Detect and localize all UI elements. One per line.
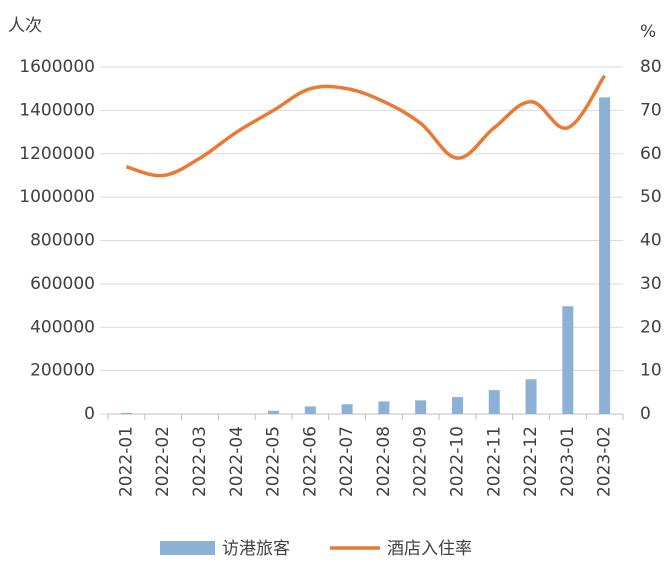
y2-tick-label: 20 (640, 317, 662, 337)
y2-tick-label: 10 (640, 361, 662, 381)
x-tick-label: 2023-02 (595, 426, 615, 497)
y-tick-label: 400000 (30, 317, 95, 337)
x-tick-label: 2022-04 (227, 426, 247, 497)
y2-axis-title: % (640, 22, 656, 42)
y2-tick-label: 80 (640, 57, 662, 77)
legend-swatch (160, 541, 215, 555)
bar (268, 410, 280, 414)
y2-tick-label: 40 (640, 231, 662, 251)
legend-label: 酒店入住率 (387, 539, 472, 559)
bar (120, 412, 132, 414)
y2-tick-label: 0 (640, 404, 651, 424)
x-tick-label: 2022-05 (264, 426, 284, 497)
y2-tick-label: 60 (640, 144, 662, 164)
legend-label: 访港旅客 (222, 539, 290, 559)
line (125, 74, 607, 178)
y-tick-label: 800000 (30, 231, 95, 251)
bar (488, 390, 500, 414)
x-tick-label: 2022-08 (374, 426, 394, 497)
bar (451, 397, 463, 414)
y-tick-label: 0 (84, 404, 95, 424)
y-tick-label: 1200000 (19, 144, 95, 164)
y-tick-label: 600000 (30, 274, 95, 294)
y2-tick-label: 30 (640, 274, 662, 294)
bar (562, 306, 574, 414)
x-tick-label: 2023-01 (558, 426, 578, 497)
x-tick-label: 2022-01 (116, 426, 136, 497)
y-axis-title: 人次 (8, 16, 42, 36)
y-tick-label: 200000 (30, 361, 95, 381)
x-tick-label: 2022-03 (190, 426, 210, 497)
y-tick-label: 1400000 (19, 100, 95, 120)
x-tick-label: 2022-11 (484, 426, 504, 497)
x-tick-label: 2022-10 (447, 426, 467, 497)
x-tick-label: 2022-06 (300, 426, 320, 497)
x-tick-label: 2022-07 (337, 426, 357, 497)
bar (341, 404, 353, 414)
bar (415, 400, 427, 414)
bar (378, 401, 390, 414)
y-tick-label: 1600000 (19, 57, 95, 77)
y2-tick-label: 50 (640, 187, 662, 207)
x-tick-label: 2022-12 (521, 426, 541, 497)
y2-tick-label: 70 (640, 100, 662, 120)
bar (599, 97, 611, 415)
x-tick-label: 2022-09 (411, 426, 431, 497)
x-tick-label: 2022-02 (153, 426, 173, 497)
y-tick-label: 1000000 (19, 187, 95, 207)
bar (304, 406, 316, 414)
bar (525, 379, 537, 414)
